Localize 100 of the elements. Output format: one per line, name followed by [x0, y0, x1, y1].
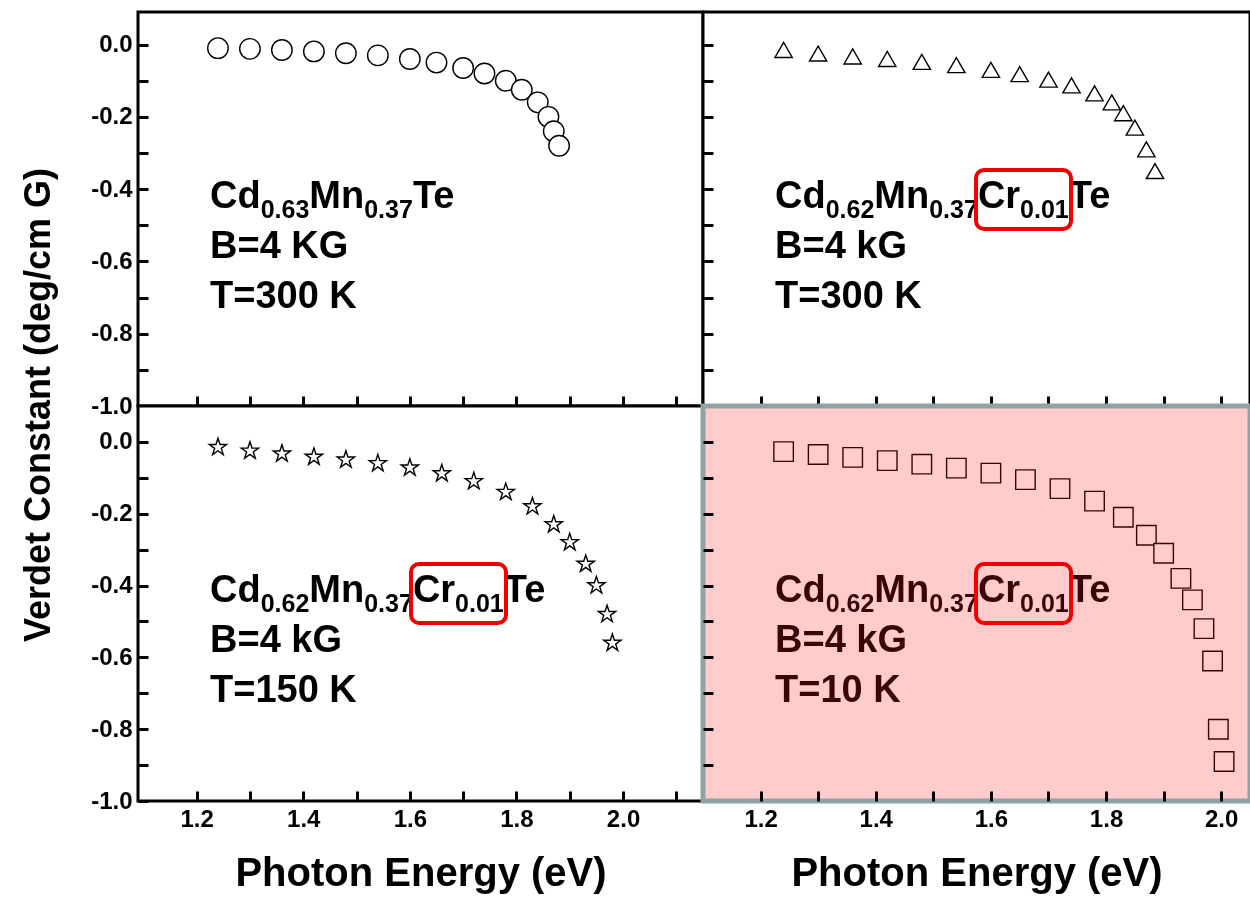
x-axis-title: Photon Energy (eV) [791, 849, 1163, 894]
point [1125, 119, 1145, 136]
point [510, 78, 533, 101]
point [452, 57, 475, 79]
annotation: Cd$_{0.62}$Mn$_{0.37}$Cr$_{0.01}$Te [775, 567, 1111, 617]
point [304, 447, 324, 466]
point [1137, 141, 1156, 158]
point [877, 50, 897, 68]
point [945, 457, 967, 479]
point [576, 554, 596, 573]
annotation: T=150 K [210, 667, 358, 712]
point [1010, 65, 1030, 83]
point [496, 482, 516, 501]
y-tick-label: 0.0 [99, 427, 133, 455]
annotation: Cd$_{0.62}$Mn$_{0.37}$Cr$_{0.01}$Te [210, 567, 546, 617]
x-tick-label: 1.8 [500, 804, 534, 832]
point [432, 463, 452, 482]
annotation: B=4 KG [210, 224, 349, 266]
x-tick-label: 1.4 [859, 804, 894, 832]
x-tick-label: 1.2 [744, 804, 778, 832]
x-tick-label: 1.6 [974, 804, 1009, 832]
annotation: T=300 K [775, 273, 923, 318]
point [1145, 162, 1165, 180]
annotation: T=10 K [775, 667, 902, 712]
point [911, 453, 933, 475]
y-tick-label: -0.2 [91, 102, 133, 130]
point [473, 62, 496, 85]
x-tick-label: 2.0 [1205, 804, 1239, 832]
point [544, 514, 564, 533]
point [238, 37, 261, 60]
point [597, 604, 617, 623]
point [876, 450, 898, 472]
point [334, 42, 357, 65]
point [400, 457, 420, 476]
point [464, 471, 484, 490]
point [560, 532, 580, 551]
point [548, 134, 571, 157]
point [1193, 618, 1215, 640]
annotation: T=300 K [210, 273, 358, 318]
point [808, 45, 828, 62]
point [208, 437, 228, 456]
x-tick-label: 1.8 [1089, 804, 1124, 832]
point [1102, 94, 1122, 111]
point [1049, 478, 1071, 500]
point [272, 443, 292, 462]
point [1062, 77, 1081, 94]
x-tick-label: 1.2 [180, 804, 214, 832]
point [302, 40, 325, 63]
point [1039, 71, 1058, 88]
y-tick-label: -0.8 [91, 319, 133, 347]
point [981, 61, 1001, 79]
point [526, 91, 549, 114]
point [425, 51, 448, 74]
point [398, 48, 421, 70]
point [270, 39, 293, 61]
point [368, 453, 388, 472]
point [1153, 542, 1175, 564]
x-tick-label: 1.6 [393, 804, 428, 832]
point [843, 48, 863, 65]
x-axis-title: Photon Energy (eV) [235, 849, 607, 894]
point [1135, 524, 1157, 546]
y-tick-label: -0.8 [91, 714, 133, 742]
annotation: B=4 kG [775, 618, 908, 660]
y-tick-label: 0.0 [99, 30, 133, 58]
point [807, 444, 829, 465]
annotation: Cd$_{0.62}$Mn$_{0.37}$Cr$_{0.01}$Te [775, 173, 1111, 223]
y-tick-label: -1.0 [91, 391, 133, 419]
y-tick-label: -1.0 [91, 786, 133, 814]
point [1113, 105, 1133, 122]
point [946, 56, 966, 74]
point [603, 633, 622, 652]
point [1181, 589, 1203, 611]
annotation: B=4 kG [210, 618, 343, 660]
point [366, 44, 389, 67]
point [240, 441, 260, 459]
x-tick-label: 2.0 [606, 804, 641, 832]
point [494, 69, 517, 92]
y-tick-label: -0.4 [91, 174, 134, 202]
point [773, 441, 795, 463]
point [912, 53, 932, 71]
point [523, 496, 542, 515]
point [1112, 506, 1134, 528]
point [842, 446, 864, 468]
y-tick-label: -0.2 [91, 499, 133, 527]
point [587, 575, 606, 594]
point [1170, 567, 1192, 589]
point [1085, 85, 1104, 102]
point [336, 450, 356, 468]
point [774, 41, 793, 59]
y-tick-label: -0.6 [91, 246, 133, 274]
point [207, 37, 229, 60]
point [1213, 751, 1235, 772]
point [1084, 490, 1105, 512]
x-tick-label: 1.4 [287, 804, 322, 832]
point [1207, 718, 1229, 740]
point [1015, 469, 1036, 491]
y-tick-label: -0.6 [91, 642, 133, 670]
y-tick-label: -0.4 [91, 571, 134, 599]
annotation: B=4 kG [775, 224, 908, 266]
point [980, 462, 1002, 484]
